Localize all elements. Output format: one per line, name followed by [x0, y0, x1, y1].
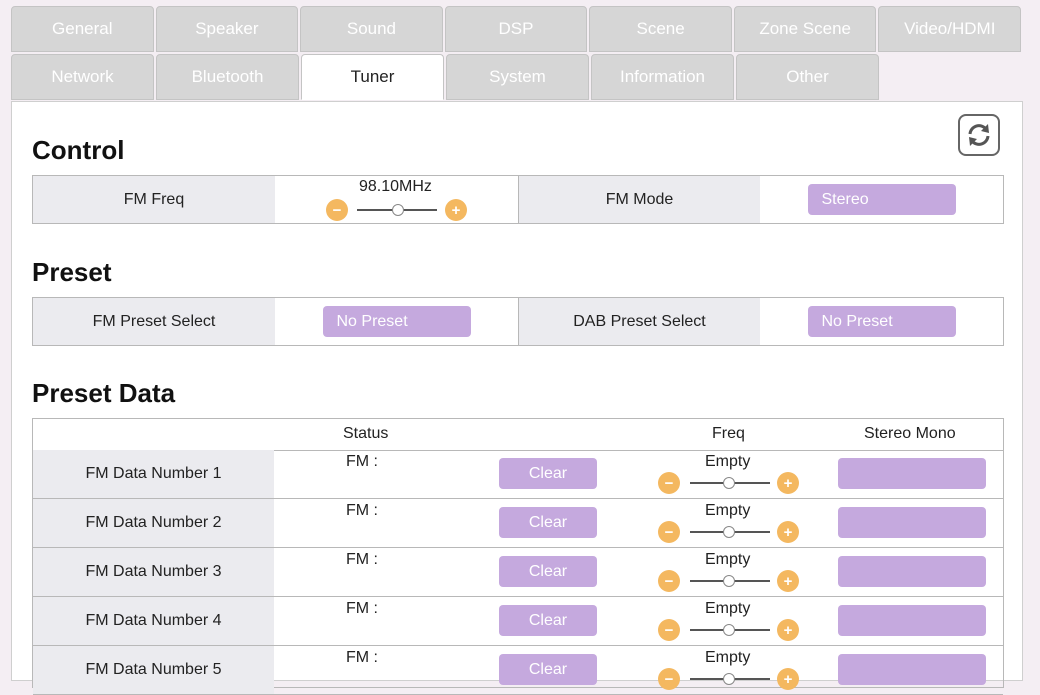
fm-freq-label: FM Freq — [33, 176, 275, 223]
tab-network[interactable]: Network — [11, 54, 154, 100]
dab-preset-label: DAB Preset Select — [518, 298, 760, 345]
clear-button[interactable]: Clear — [499, 605, 597, 636]
table-row: FM Data Number 5 FM : Clear Empty − + — [33, 646, 1003, 695]
fm-mode-button[interactable]: Stereo — [807, 184, 956, 215]
table-header: Status Freq Stereo Mono — [33, 419, 1003, 451]
row-label: FM Data Number 1 — [33, 450, 274, 498]
row-freq-increase-button[interactable]: + — [777, 570, 799, 592]
row-freq-decrease-button[interactable]: − — [658, 521, 680, 543]
row-status: FM : — [346, 649, 378, 666]
fm-freq-control: 98.10MHz − + — [275, 176, 518, 223]
freq-decrease-button[interactable]: − — [326, 199, 348, 221]
row-freq: Empty — [705, 453, 751, 470]
row-label: FM Data Number 3 — [33, 548, 274, 596]
tab-row-1: General Speaker Sound DSP Scene Zone Sce… — [11, 6, 1023, 54]
tab-tuner[interactable]: Tuner — [301, 54, 444, 100]
row-status: FM : — [346, 502, 378, 519]
clear-button[interactable]: Clear — [499, 556, 597, 587]
tab-row-2: Network Bluetooth Tuner System Informati… — [11, 54, 1023, 102]
stereo-mono-button[interactable] — [838, 556, 986, 587]
tab-video-hdmi[interactable]: Video/HDMI — [878, 6, 1022, 52]
freq-slider-handle[interactable] — [392, 204, 404, 216]
row-freq-slider-handle[interactable] — [723, 624, 735, 636]
row-status: FM : — [346, 600, 378, 617]
control-table: FM Freq 98.10MHz − + FM Mode Stereo — [32, 175, 1004, 224]
fm-preset-label: FM Preset Select — [33, 298, 275, 345]
tab-information[interactable]: Information — [591, 54, 734, 100]
tab-general[interactable]: General — [11, 6, 154, 52]
tab-sound[interactable]: Sound — [300, 6, 443, 52]
table-row: FM Data Number 3 FM : Clear Empty − + — [33, 548, 1003, 597]
row-freq-slider-handle[interactable] — [723, 526, 735, 538]
clear-button[interactable]: Clear — [499, 654, 597, 685]
row-label: FM Data Number 5 — [33, 646, 274, 694]
fm-preset-select[interactable]: No Preset — [322, 306, 471, 337]
dab-preset-select[interactable]: No Preset — [807, 306, 956, 337]
tab-zone-scene[interactable]: Zone Scene — [733, 6, 877, 52]
tab-scene[interactable]: Scene — [589, 6, 732, 52]
tuner-panel: Control FM Freq 98.10MHz − + FM Mode Ste… — [11, 101, 1023, 695]
tab-speaker[interactable]: Speaker — [155, 6, 299, 52]
preset-data-heading: Preset Data — [32, 378, 176, 408]
row-freq-increase-button[interactable]: + — [777, 521, 799, 543]
table-row: FM Data Number 2 FM : Clear Empty − + — [33, 499, 1003, 548]
row-status: FM : — [346, 551, 378, 568]
clear-button[interactable]: Clear — [499, 458, 597, 489]
fm-freq-value: 98.10MHz — [359, 178, 432, 195]
fm-preset-cell: No Preset — [275, 298, 518, 345]
preset-table: FM Preset Select No Preset DAB Preset Se… — [32, 297, 1004, 346]
row-freq-increase-button[interactable]: + — [777, 472, 799, 494]
stereo-mono-column-header: Stereo Mono — [864, 425, 956, 442]
row-freq-decrease-button[interactable]: − — [658, 570, 680, 592]
tab-bluetooth[interactable]: Bluetooth — [156, 54, 299, 100]
preset-heading: Preset — [32, 257, 112, 287]
row-freq-decrease-button[interactable]: − — [658, 668, 680, 690]
freq-increase-button[interactable]: + — [445, 199, 467, 221]
row-freq: Empty — [705, 649, 751, 666]
freq-column-header: Freq — [712, 425, 745, 442]
dab-preset-cell: No Preset — [760, 298, 1003, 345]
stereo-mono-button[interactable] — [838, 654, 986, 685]
row-freq-increase-button[interactable]: + — [777, 619, 799, 641]
status-column-header: Status — [343, 425, 389, 442]
row-label: FM Data Number 2 — [33, 499, 274, 547]
refresh-icon — [968, 124, 990, 146]
table-row: FM Data Number 4 FM : Clear Empty − + — [33, 597, 1003, 646]
row-freq-decrease-button[interactable]: − — [658, 619, 680, 641]
fm-mode-cell: Stereo — [760, 176, 1003, 223]
row-freq-increase-button[interactable]: + — [777, 668, 799, 690]
tab-bar: General Speaker Sound DSP Scene Zone Sce… — [11, 6, 1023, 102]
tab-other[interactable]: Other — [736, 54, 879, 100]
tab-system[interactable]: System — [446, 54, 589, 100]
row-status: FM : — [346, 453, 378, 470]
stereo-mono-button[interactable] — [838, 458, 986, 489]
row-label: FM Data Number 4 — [33, 597, 274, 645]
control-heading: Control — [32, 135, 125, 165]
row-freq-decrease-button[interactable]: − — [658, 472, 680, 494]
clear-button[interactable]: Clear — [499, 507, 597, 538]
row-freq: Empty — [705, 502, 751, 519]
refresh-button[interactable] — [958, 114, 1000, 156]
stereo-mono-button[interactable] — [838, 507, 986, 538]
row-freq-slider-handle[interactable] — [723, 575, 735, 587]
stereo-mono-button[interactable] — [838, 605, 986, 636]
tab-dsp[interactable]: DSP — [444, 6, 588, 52]
preset-data-table: Status Freq Stereo Mono FM Data Number 1… — [32, 418, 1004, 695]
row-freq-slider-handle[interactable] — [723, 673, 735, 685]
row-freq: Empty — [705, 600, 751, 617]
table-row: FM Data Number 1 FM : Clear Empty − + — [33, 450, 1003, 499]
fm-mode-label: FM Mode — [518, 176, 760, 223]
row-freq: Empty — [705, 551, 751, 568]
row-freq-slider-handle[interactable] — [723, 477, 735, 489]
